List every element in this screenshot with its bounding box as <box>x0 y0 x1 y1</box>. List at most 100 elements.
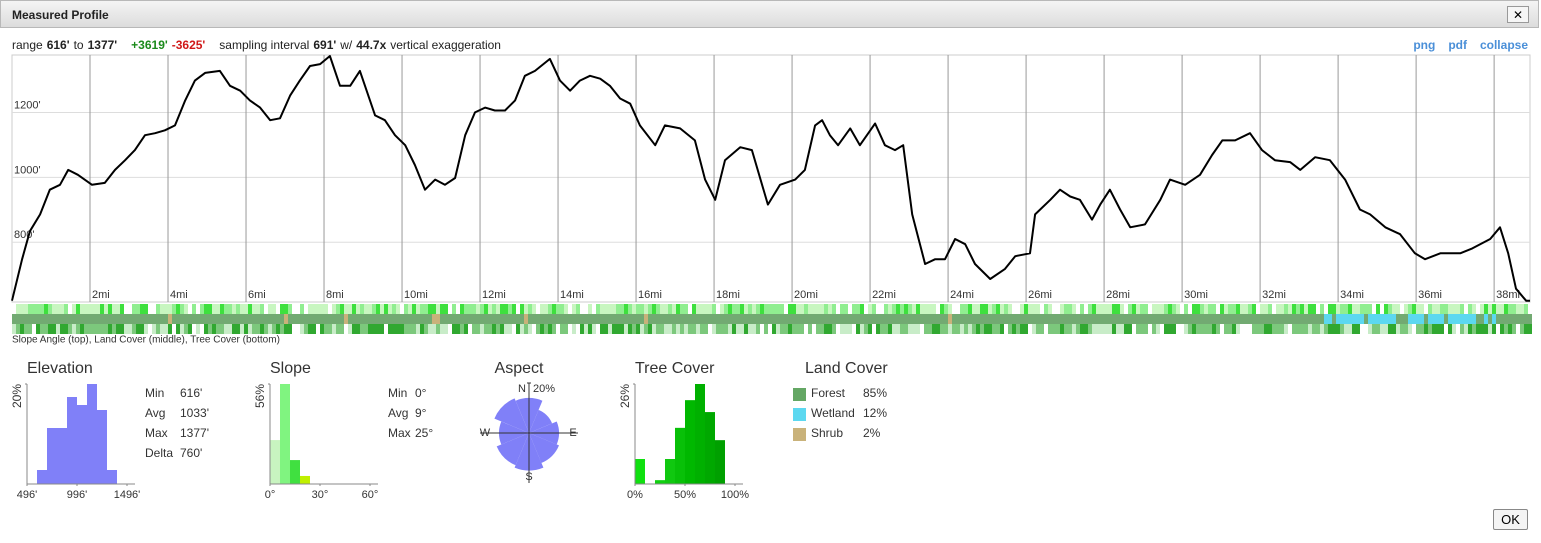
slope-strip-cell <box>1524 304 1528 314</box>
slope-strip-cell <box>352 304 356 314</box>
tree-strip-cell <box>624 324 628 334</box>
tree-strip-cell <box>1196 324 1200 334</box>
tree-strip-cell <box>1232 324 1236 334</box>
slope-strip-cell <box>88 304 92 314</box>
title-bar: Measured Profile <box>0 0 1539 28</box>
slope-strip-cell <box>56 304 60 314</box>
close-button[interactable]: ✕ <box>1507 6 1529 23</box>
land-strip-cell <box>916 314 920 324</box>
slope-strip-cell <box>712 304 716 314</box>
slope-strip-cell <box>396 304 400 314</box>
tree-strip-cell <box>328 324 332 334</box>
tree-strip-cell <box>476 324 480 334</box>
slope-strip-cell <box>1216 304 1220 314</box>
tree-strip-cell <box>240 324 244 334</box>
land-strip-cell <box>616 314 620 324</box>
slope-strip-cell <box>1004 304 1008 314</box>
slope-strip-cell <box>1352 304 1356 314</box>
slope-strip-cell <box>1380 304 1384 314</box>
tree-strip-cell <box>748 324 752 334</box>
land-strip-cell <box>860 314 864 324</box>
x-tick-label: 1496' <box>114 489 141 501</box>
tree-strip-cell <box>1216 324 1220 334</box>
aspect-petal <box>494 398 529 433</box>
histogram-bar <box>635 459 645 484</box>
tree-strip-cell <box>440 324 444 334</box>
pdf-link[interactable]: pdf <box>1448 38 1467 52</box>
land-strip-cell <box>88 314 92 324</box>
tree-strip-cell <box>876 324 880 334</box>
slope-strip-cell <box>324 304 328 314</box>
tree-strip-cell <box>612 324 616 334</box>
tree-strip-cell <box>420 324 424 334</box>
tree-strip-cell <box>1360 324 1364 334</box>
land-strip-cell <box>1468 314 1472 324</box>
slope-strip-cell <box>1364 304 1368 314</box>
land-strip-cell <box>1332 314 1336 324</box>
tree-strip-cell <box>1508 324 1512 334</box>
slope-strip-cell <box>132 304 136 314</box>
collapse-link[interactable]: collapse <box>1479 38 1528 52</box>
tree-strip-cell <box>248 324 252 334</box>
land-strip-cell <box>128 314 132 324</box>
land-strip-cell <box>848 314 852 324</box>
land-strip-cell <box>1292 314 1296 324</box>
tree-strip-cell <box>1284 324 1288 334</box>
x-tick-label: 996' <box>67 489 87 501</box>
land-strip-cell <box>1080 314 1084 324</box>
land-strip-cell <box>896 314 900 324</box>
tree-strip-cell <box>644 324 648 334</box>
tree-strip-cell <box>228 324 232 334</box>
tree-strip-cell <box>104 324 108 334</box>
slope-strip-cell <box>796 304 800 314</box>
tree-strip-cell <box>1200 324 1204 334</box>
tree-strip-cell <box>600 324 604 334</box>
tree-strip-cell <box>936 324 940 334</box>
land-strip-cell <box>1068 314 1072 324</box>
tree-strip-cell <box>284 324 288 334</box>
tree-strip-cell <box>308 324 312 334</box>
land-strip-cell <box>1040 314 1044 324</box>
tree-strip-cell <box>752 324 756 334</box>
tree-strip-cell <box>888 324 892 334</box>
slope-strip-cell <box>1212 304 1216 314</box>
tree-strip-cell <box>360 324 364 334</box>
land-strip-cell <box>1048 314 1052 324</box>
land-strip-cell <box>284 314 288 324</box>
slope-strip-cell <box>700 304 704 314</box>
ok-button[interactable]: OK <box>1493 509 1528 530</box>
slope-strip-cell <box>1424 304 1428 314</box>
tree-strip-cell <box>796 324 800 334</box>
png-link[interactable]: png <box>1413 38 1436 52</box>
land-strip-cell <box>588 314 592 324</box>
tree-strip-cell <box>128 324 132 334</box>
tree-strip-cell <box>780 324 784 334</box>
slope-strip-cell <box>532 304 536 314</box>
summary-value: 691' <box>313 38 337 52</box>
land-strip-cell <box>816 314 820 324</box>
land-strip-cell <box>712 314 716 324</box>
slope-strip-cell <box>1192 304 1196 314</box>
land-strip-cell <box>1144 314 1148 324</box>
slope-strip-cell <box>1500 304 1504 314</box>
tree-strip-cell <box>924 324 928 334</box>
land-strip-cell <box>1200 314 1204 324</box>
tree-strip-cell <box>976 324 980 334</box>
slope-strip-cell <box>536 304 540 314</box>
chart-title: Aspect <box>495 360 544 377</box>
land-strip-cell <box>1188 314 1192 324</box>
land-strip-cell <box>1036 314 1040 324</box>
tree-strip-cell <box>496 324 500 334</box>
y-tick-label: 1000' <box>14 164 41 176</box>
tree-strip-cell <box>540 324 544 334</box>
tree-strip-cell <box>28 324 32 334</box>
land-strip-cell <box>1472 314 1476 324</box>
land-strip-cell <box>552 314 556 324</box>
tree-strip-cell <box>840 324 844 334</box>
tree-strip-cell <box>1056 324 1060 334</box>
slope-strip-cell <box>1284 304 1288 314</box>
slope-strip-cell <box>464 304 468 314</box>
land-strip-cell <box>68 314 72 324</box>
tree-strip-cell <box>784 324 788 334</box>
stat-label: Delta <box>145 446 173 460</box>
